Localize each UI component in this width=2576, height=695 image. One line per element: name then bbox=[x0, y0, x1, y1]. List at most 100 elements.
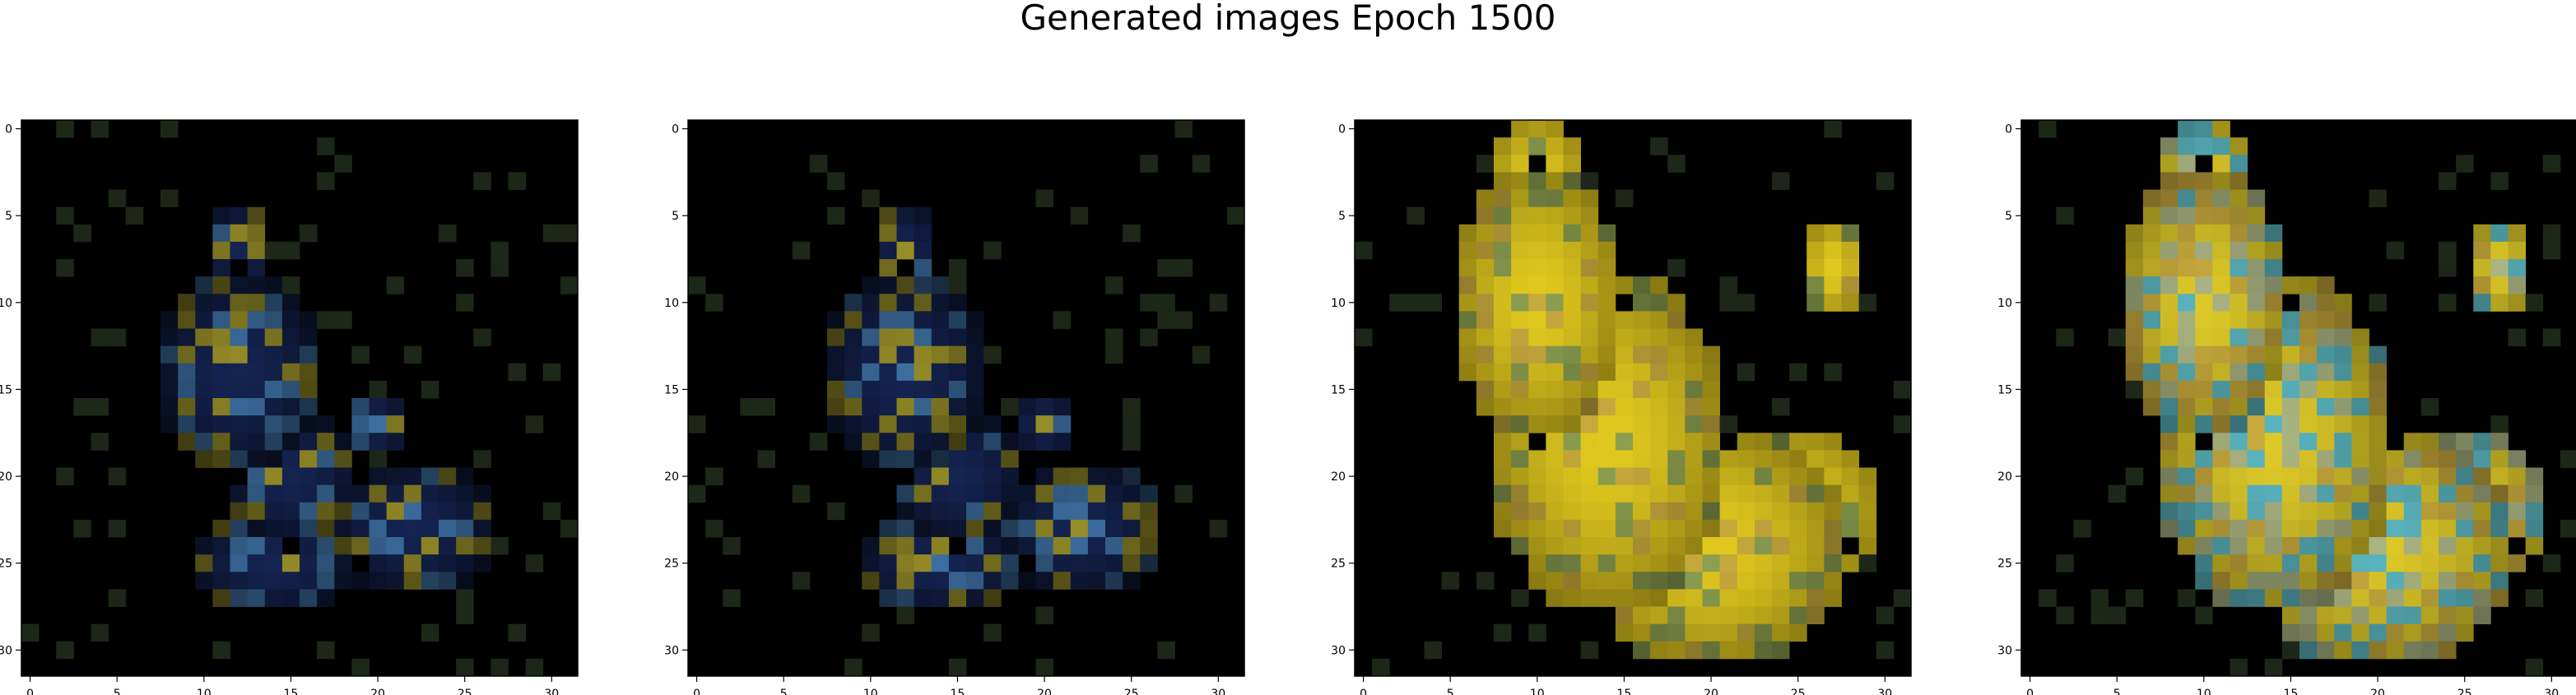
image-pixel bbox=[178, 415, 196, 433]
image-pixel bbox=[1563, 467, 1582, 486]
image-pixel bbox=[1458, 328, 1477, 347]
image-pixel bbox=[2264, 589, 2283, 607]
image-pixel bbox=[2317, 328, 2335, 347]
image-pixel bbox=[403, 467, 422, 486]
image-pixel bbox=[334, 450, 352, 468]
image-pixel bbox=[300, 572, 318, 590]
image-pixel bbox=[1685, 589, 1703, 607]
image-pixel bbox=[2178, 589, 2196, 607]
image-pixel bbox=[421, 623, 439, 642]
image-pixel bbox=[2264, 450, 2283, 468]
image-pixel bbox=[2108, 484, 2127, 503]
image-pixel bbox=[2403, 572, 2422, 590]
image-pixel bbox=[369, 554, 388, 572]
image-pixel bbox=[1105, 467, 1123, 486]
image-pixel bbox=[247, 572, 266, 590]
image-pixel bbox=[844, 380, 863, 399]
image-pixel bbox=[1772, 519, 1790, 538]
image-pixel bbox=[2264, 224, 2283, 243]
image-pixel bbox=[195, 345, 213, 364]
image-pixel bbox=[247, 345, 266, 364]
figure-title: Generated images Epoch 1500 bbox=[1020, 0, 1556, 38]
image-pixel bbox=[983, 554, 1002, 572]
image-pixel bbox=[2369, 363, 2388, 382]
image-pixel bbox=[1667, 554, 1686, 572]
y-tick-label: 5 bbox=[1338, 210, 1346, 223]
image-pixel bbox=[2281, 484, 2300, 503]
image-pixel bbox=[983, 519, 1002, 538]
image-pixel bbox=[281, 294, 300, 312]
y-tick-label: 25 bbox=[1331, 558, 1346, 571]
image-pixel bbox=[2125, 276, 2144, 294]
image-pixel bbox=[108, 189, 127, 208]
image-pixel bbox=[2317, 623, 2335, 642]
image-pixel bbox=[281, 345, 300, 364]
image-pixel bbox=[1685, 380, 1703, 399]
image-pixel bbox=[281, 311, 300, 329]
image-pixel bbox=[2247, 189, 2266, 208]
image-pixel bbox=[1597, 502, 1616, 521]
image-pixel bbox=[195, 433, 213, 451]
image-pixel bbox=[931, 572, 950, 590]
image-pixel bbox=[2439, 172, 2457, 190]
image-pixel bbox=[195, 294, 213, 312]
image-pixel bbox=[2386, 641, 2405, 660]
image-pixel bbox=[1824, 537, 1842, 555]
image-pixel bbox=[1650, 328, 1668, 347]
image-pixel bbox=[1719, 502, 1738, 521]
image-pixel bbox=[2247, 345, 2266, 364]
x-tick-label: 30 bbox=[544, 688, 559, 695]
image-pixel bbox=[230, 450, 249, 468]
image-pixel bbox=[1546, 294, 1564, 312]
image-pixel bbox=[914, 415, 932, 433]
image-pixel bbox=[230, 380, 249, 399]
image-pixel bbox=[914, 363, 932, 382]
y-tick-label: 5 bbox=[5, 210, 12, 223]
image-pixel bbox=[212, 380, 230, 399]
image-pixel bbox=[1528, 294, 1546, 312]
image-pixel bbox=[1737, 537, 1755, 555]
image-pixel bbox=[56, 206, 74, 225]
image-pixel bbox=[281, 398, 300, 416]
image-pixel bbox=[2351, 589, 2369, 607]
image-pixel bbox=[1476, 155, 1495, 173]
image-pixel bbox=[896, 589, 915, 607]
image-pixel bbox=[456, 658, 474, 677]
image-pixel bbox=[2178, 189, 2196, 208]
image-pixel bbox=[2212, 415, 2230, 433]
image-pixel bbox=[879, 572, 897, 590]
image-pixel bbox=[879, 380, 897, 399]
image-pixel bbox=[2386, 484, 2405, 503]
image-pixel bbox=[351, 484, 370, 503]
image-pixel bbox=[2195, 206, 2213, 225]
image-pixel bbox=[2490, 502, 2509, 521]
image-pixel bbox=[1563, 206, 1582, 225]
image-pixel bbox=[2212, 189, 2230, 208]
image-pixel bbox=[281, 328, 300, 347]
image-pixel bbox=[1806, 484, 1825, 503]
image-pixel bbox=[2351, 398, 2369, 416]
image-pixel bbox=[195, 415, 213, 433]
image-pixel bbox=[862, 294, 880, 312]
image-pixel bbox=[2299, 345, 2318, 364]
image-pixel bbox=[2230, 259, 2248, 277]
image-pixel bbox=[1580, 433, 1599, 451]
image-pixel bbox=[1476, 259, 1495, 277]
image-pixel bbox=[931, 450, 950, 468]
image-pixel bbox=[2195, 572, 2213, 590]
image-pixel bbox=[2317, 433, 2335, 451]
image-pixel bbox=[1737, 450, 1755, 468]
image-pixel bbox=[2317, 363, 2335, 382]
image-pixel bbox=[1494, 172, 1512, 190]
image-pixel bbox=[1035, 502, 1054, 521]
y-tick-label: 30 bbox=[1331, 644, 1346, 657]
image-pixel bbox=[2386, 606, 2405, 625]
image-pixel bbox=[1476, 363, 1495, 382]
image-pixel bbox=[2125, 241, 2144, 260]
image-pixel bbox=[1633, 589, 1651, 607]
image-pixel bbox=[351, 572, 370, 590]
image-pixel bbox=[1123, 484, 1141, 503]
image-pixel bbox=[2299, 311, 2318, 329]
image-pixel bbox=[1719, 519, 1738, 538]
image-pixel bbox=[1528, 137, 1546, 155]
